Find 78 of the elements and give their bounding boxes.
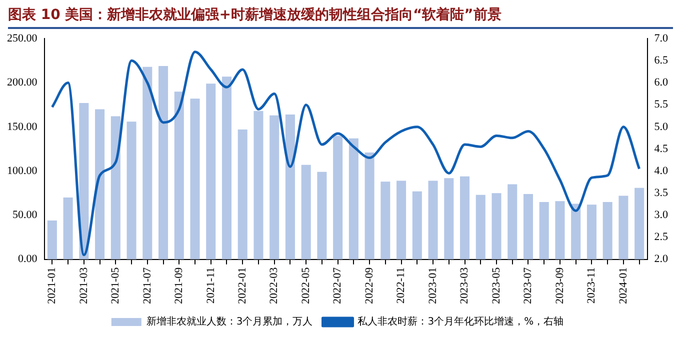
bar (555, 201, 565, 260)
legend-label: 新增非农就业人数：3个月累加，万人 (146, 316, 313, 328)
bar (333, 136, 343, 260)
x-tick-label: 2021-09 (173, 266, 186, 304)
x-tick-label: 2022-11 (395, 267, 408, 304)
bar (126, 122, 136, 260)
bar (190, 98, 200, 260)
x-tick-label: 2024-01 (617, 267, 630, 304)
bar (476, 194, 486, 260)
y-tick-label: 150.00 (7, 120, 38, 133)
y2-tick-label: 2.5 (654, 231, 668, 244)
bar (63, 198, 73, 260)
y2-tick-label: 7.0 (654, 32, 668, 44)
x-tick-label: 2023-05 (490, 266, 502, 304)
x-tick-label: 2021-03 (78, 266, 90, 304)
y2-tick-label: 5.0 (654, 120, 668, 133)
x-tick-label: 2022-07 (332, 266, 344, 304)
y-tick-label: 200.00 (7, 76, 38, 89)
y2-tick-label: 5.5 (654, 98, 668, 111)
bar (254, 111, 264, 260)
bar (523, 194, 533, 260)
y2-tick-label: 3.5 (654, 187, 668, 200)
y2-tick-label: 3.0 (654, 209, 668, 222)
x-tick-label: 2022-09 (363, 266, 376, 304)
x-tick-label: 2023-01 (426, 267, 439, 304)
bar (47, 220, 57, 260)
bar (492, 193, 502, 260)
bar (142, 66, 152, 260)
bar (79, 103, 89, 260)
bar (301, 164, 311, 260)
x-tick-label: 2023-09 (554, 266, 566, 304)
y2-tick-label: 6.0 (654, 76, 668, 89)
bar (206, 84, 216, 260)
bar (285, 114, 295, 260)
bar (158, 66, 168, 260)
bar (571, 204, 581, 260)
bar (222, 76, 232, 260)
bar (380, 182, 390, 260)
legend-label: 私人非农时薪：3个月年化环比增速，%，右轴 (358, 316, 564, 328)
y2-tick-label: 6.5 (654, 54, 668, 67)
bar (634, 188, 644, 260)
y-tick-label: 250.00 (7, 32, 38, 44)
bar (539, 202, 549, 260)
bar (460, 176, 470, 260)
bar (348, 138, 358, 260)
bar (618, 196, 628, 260)
y2-tick-label: 4.5 (654, 142, 668, 155)
bar (428, 180, 438, 260)
bar (95, 109, 105, 260)
x-tick-label: 2022-05 (300, 266, 312, 304)
y2-tick-label: 2.0 (654, 253, 668, 266)
bar (602, 202, 612, 260)
x-tick-label: 2021-07 (141, 266, 154, 304)
bar (317, 172, 327, 260)
bar (444, 178, 454, 260)
x-tick-label: 2023-03 (458, 266, 471, 304)
x-tick-label: 2023-07 (522, 266, 534, 304)
x-tick-label: 2021-01 (46, 267, 58, 304)
chart-title: 图表 10 美国：新增非农就业偏强+时薪增速放缓的韧性组合指向“软着陆”前景 (8, 6, 673, 29)
y-tick-label: 100.00 (7, 164, 38, 177)
bar (238, 130, 248, 260)
y-tick-label: 0.00 (18, 253, 38, 266)
bar (270, 115, 280, 260)
bar (364, 152, 374, 260)
x-tick-label: 2021-11 (204, 267, 217, 304)
bar (110, 116, 120, 260)
x-tick-label: 2022-01 (236, 267, 248, 304)
bar (174, 92, 184, 260)
y2-tick-label: 4.0 (654, 164, 668, 177)
bar (412, 191, 422, 260)
x-tick-label: 2021-05 (110, 266, 122, 304)
x-tick-label: 2022-03 (268, 266, 280, 304)
bar (586, 204, 596, 260)
line-series (50, 50, 641, 256)
x-tick-label: 2023-11 (586, 267, 598, 304)
bar (508, 184, 518, 260)
bar (396, 180, 406, 260)
y-tick-label: 50.00 (12, 209, 38, 222)
